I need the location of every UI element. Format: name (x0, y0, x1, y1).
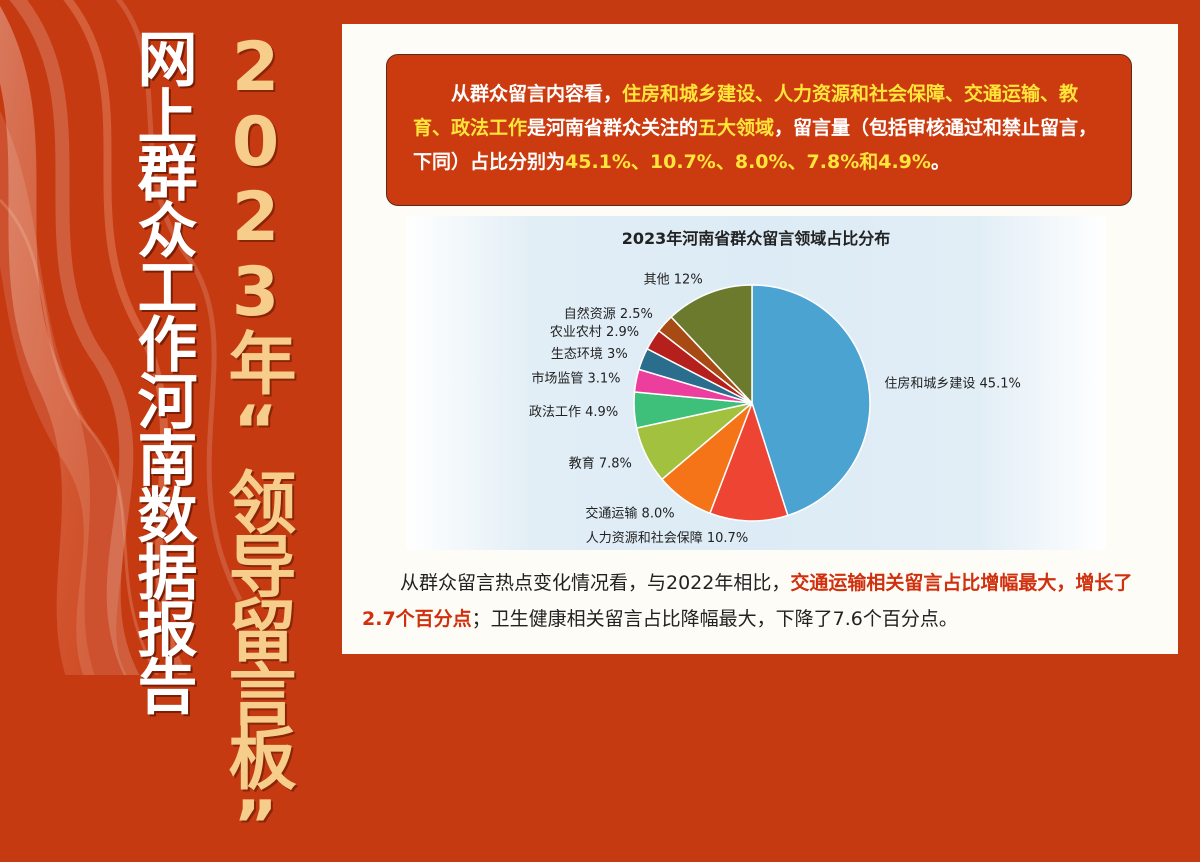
pie-slice-9 (670, 284, 753, 405)
pie-label-0: 住房和城乡建设 45.1% (884, 376, 1020, 392)
pie-label-9: 其他 12% (644, 272, 703, 287)
chart-title: 2023年河南省群众留言领域占比分布 (622, 229, 891, 248)
bottom-paragraph: 从群众留言热点变化情况看，与2022年相比，交通运输相关留言占比增幅最大，增长了… (362, 565, 1162, 637)
title-sub: 网上群众工作河南数据报告 (127, 28, 197, 712)
summary-five: 五大领域 (698, 117, 775, 139)
pie-label-3: 教育 7.8% (569, 455, 632, 471)
summary-middle1: 是河南省群众关注的 (527, 117, 699, 139)
bottom-part1: 从群众留言热点变化情况看，与2022年相比， (400, 572, 791, 594)
summary-prefix: 从群众留言内容看， (451, 83, 623, 105)
bottom-highlight2: 增长了2.7个百分点 (362, 572, 1133, 630)
summary-callout: 从群众留言内容看，住房和城乡建设、人力资源和社会保障、交通运输、教育、政法工作是… (386, 54, 1132, 206)
pie-label-6: 生态环境 3% (551, 347, 628, 362)
pie-slice-1 (708, 400, 789, 522)
pie-chart: 2023年河南省群众留言领域占比分布 住房和城乡建设 45.1% 人力资源和社会保… (406, 216, 1106, 550)
background-swirl (0, 0, 243, 675)
summary-text: 从群众留言内容看，住房和城乡建设、人力资源和社会保障、交通运输、教育、政法工作是… (413, 77, 1105, 179)
bottom-highlight1: 交通运输相关留言占比增幅最大， (790, 572, 1076, 594)
title-main: 2023年“领导留言板” (216, 28, 295, 862)
pie-label-2: 交通运输 8.0% (585, 505, 674, 521)
bottom-part2: ；卫生健康相关留言占比降幅最大，下降了7.6个百分点。 (471, 608, 958, 630)
summary-fields: 住房和城乡建设、人力资源和社会保障、交通运输、教育、政法工作 (413, 83, 1079, 139)
summary-middle2: ，留言量（包括审核通过和禁止留言，下同）占比分别为 (413, 117, 1098, 173)
bottom-text: 从群众留言热点变化情况看，与2022年相比，交通运输相关留言占比增幅最大，增长了… (362, 565, 1162, 637)
summary-suffix: 。 (930, 151, 950, 173)
pie-slice-0 (751, 284, 871, 517)
pie-label-5: 市场监管 3.1% (531, 371, 620, 387)
pie-label-4: 政法工作 4.9% (529, 405, 618, 420)
pie-label-8: 自然资源 2.5% (564, 306, 653, 322)
pie-label-1: 人力资源和社会保障 10.7% (586, 530, 748, 546)
summary-values: 45.1%、10.7%、8.0%、7.8%和4.9% (565, 151, 931, 173)
pie-chart-svg: 2023年河南省群众留言领域占比分布 住房和城乡建设 45.1% 人力资源和社会保… (529, 229, 1021, 546)
pie-label-7: 农业农村 2.9% (550, 325, 639, 340)
